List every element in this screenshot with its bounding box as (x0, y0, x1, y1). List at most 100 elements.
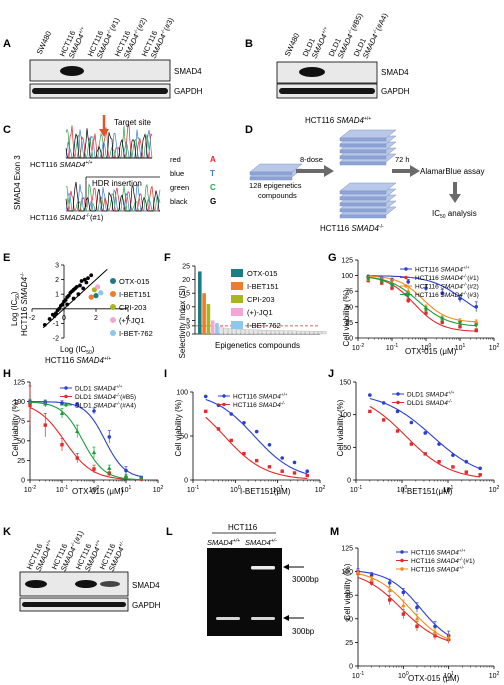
m-point (401, 612, 406, 616)
e-legend-label: I-BET-762 (119, 329, 153, 338)
j-x-tick-label: 100 (397, 485, 408, 494)
panel-letter-a: A (3, 38, 11, 50)
e-x-tick-label: 0 (62, 315, 66, 322)
m-x-tick-label: 101 (443, 671, 454, 680)
h-point (60, 443, 64, 447)
e-point (47, 317, 52, 321)
plate-wt-side-0 (339, 161, 387, 166)
legend-red-base: A (210, 155, 216, 164)
legend-e: OTX-015 I-BET151 CPI-203 (+)-JQ1 I-BET-762 (110, 277, 153, 338)
panel-c: C SMAD4 Exon 3 Target site HCT116 SMAD4+… (3, 115, 216, 222)
g-y-tick-label: 125 (341, 258, 353, 265)
e-legend-label: (+)-JQ1 (119, 316, 145, 325)
m-point (401, 603, 406, 608)
e-y-tick-label: -1 (53, 321, 59, 328)
arrow-3000-head (283, 564, 289, 570)
f-legend-label: (+)-JQ1 (247, 308, 273, 317)
h-xlabel: OTX-015 (μM) (72, 487, 124, 496)
m-point (387, 598, 392, 602)
i-point (216, 403, 221, 408)
i-point (216, 427, 221, 431)
j-point (409, 442, 414, 446)
g-ylabel: Cell viability (%) (342, 289, 351, 346)
f-bar-other (240, 329, 245, 335)
stack-label-ko: HCT116 SMAD4-/- (320, 224, 384, 233)
legend-blue-name: blue (170, 169, 184, 178)
f-y-tick-label: 25 (182, 264, 190, 271)
plate-library-side-0 (249, 176, 293, 181)
e-y-tick-label: 3 (55, 263, 59, 270)
legend-blue-base: T (210, 169, 215, 178)
m-y-tick-label: 50 (345, 616, 353, 623)
trace-label-wt: HCT116 SMAD4+/+ (30, 160, 93, 169)
g-point (458, 296, 462, 301)
g-point (423, 307, 429, 312)
j-ylabel: Cell viability (%) (336, 399, 345, 456)
gel-image (207, 548, 282, 636)
h-point (107, 465, 112, 470)
h-y-tick-label: 50 (17, 438, 25, 445)
h-point (75, 402, 80, 407)
h-y-tick-label: 100 (13, 399, 25, 406)
band-label-smad4-a: SMAD4 (174, 67, 202, 76)
g-legend-label: HCT116 SMAD4+/+ (415, 265, 470, 274)
e-point (52, 314, 57, 318)
g-legend-marker (404, 267, 408, 271)
i-point (229, 438, 233, 443)
h-x-tick-label: 100 (89, 485, 100, 494)
h-point (92, 409, 96, 413)
g-point (457, 321, 463, 326)
panel-f: F 0 35 10 15 20 25 Selectivity Index (SI) Epi… (164, 252, 327, 358)
e-legend-label: OTX-015 (119, 277, 149, 286)
e-y-tick-label: 1 (55, 292, 59, 299)
i-point (280, 456, 285, 460)
m-point (387, 581, 392, 585)
sequencing-y-label: SMAD4 Exon 3 (13, 155, 22, 210)
f-bar-other (236, 328, 241, 335)
e-point (86, 276, 90, 281)
m-xlabel: OTX-015 (μM) (408, 674, 460, 683)
panel-letter-f: F (164, 252, 171, 264)
m-legend-marker (400, 550, 404, 554)
e-point (78, 283, 82, 288)
f-bar-other (279, 330, 284, 335)
j-point (381, 418, 386, 422)
g-x-tick-label: 102 (489, 343, 500, 352)
panel-l: L HCT116 SMAD4+/+ SMAD4+/- 3000bp 300bp (166, 523, 319, 636)
e-point (82, 277, 87, 282)
band-k-lane1 (25, 580, 47, 588)
m-point (446, 635, 451, 640)
g-point (424, 311, 428, 315)
panel-a: A SW480 HCT116 SMAD4+/+ HCT116 SMAD4-/-(… (3, 16, 203, 99)
m-point (415, 624, 419, 629)
e-x-tick-label: 4 (126, 315, 130, 322)
g-fit-line (368, 275, 477, 309)
j-point (437, 460, 441, 464)
time-arrow-head (410, 165, 420, 177)
g-legend-label: HCT116 SMAD4-/-(#1) (415, 274, 479, 283)
f-y-tick-label: 3 (186, 323, 190, 330)
g-point (406, 298, 410, 303)
g-point (474, 323, 479, 328)
g-legend-marker (404, 292, 408, 297)
panel-b: B SW480 DLD1 SMAD4+/+ DLD1 SMAD4-/-(#B5)… (245, 11, 410, 99)
i-point (280, 469, 284, 473)
plate-wt-4 (339, 129, 397, 139)
h-x-tick-label: 101 (121, 485, 132, 494)
f-bar (215, 323, 219, 334)
f-bar-other (258, 329, 262, 335)
time-label: 72 h (395, 155, 410, 164)
panel-letter-b: B (245, 38, 253, 50)
g-point (440, 291, 445, 295)
size-label-3000: 3000bp (292, 575, 319, 584)
f-y-tick-label: 15 (182, 291, 190, 298)
i-point (242, 421, 246, 425)
e-legend-marker (110, 304, 116, 310)
gel-band-300bp-het (251, 617, 275, 620)
g-point (389, 283, 395, 288)
m-point (369, 576, 374, 581)
e-x-tick-label: -2 (29, 315, 35, 322)
panel-e: E -2 0 2 4 -2 -1 1 2 3 Log (IC50) HCT116 SMAD4-/… (3, 252, 153, 365)
j-point (423, 431, 428, 435)
legend-black-base: G (210, 197, 216, 206)
